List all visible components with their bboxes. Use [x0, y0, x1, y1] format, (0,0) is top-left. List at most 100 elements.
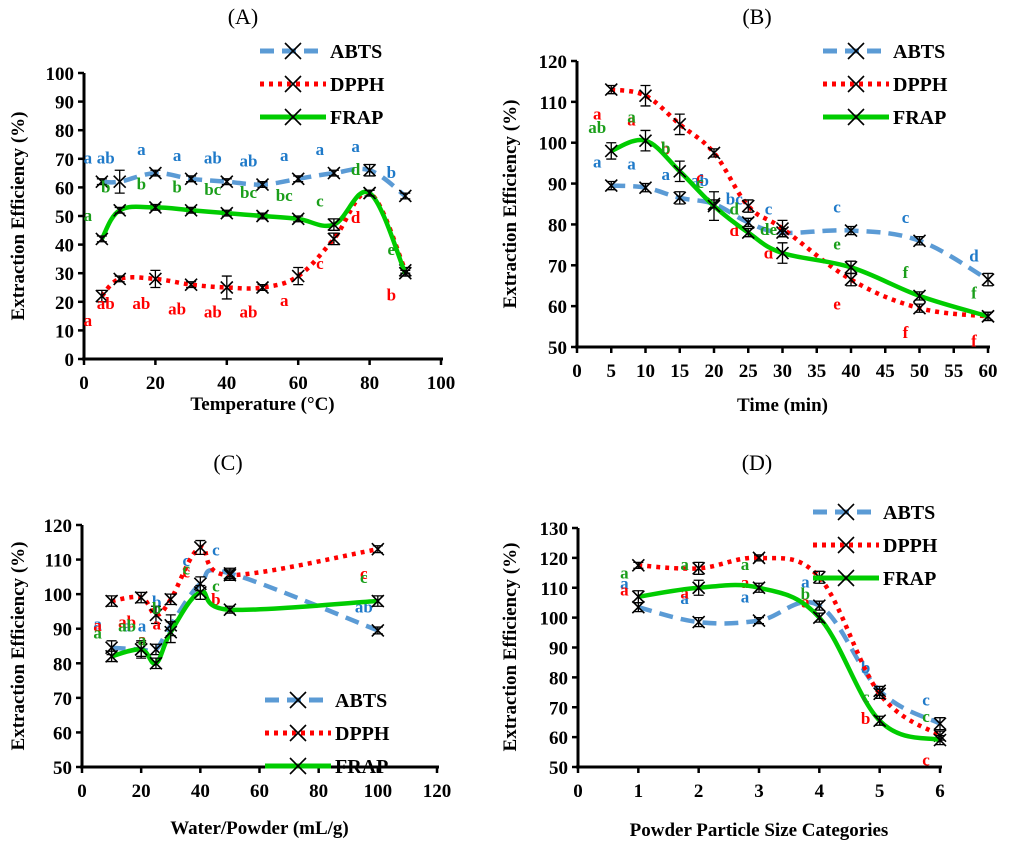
y-tick-label: 120 — [540, 549, 569, 570]
data-point-marker — [184, 172, 198, 186]
significance-letter: bc — [276, 186, 293, 205]
data-point-marker — [638, 134, 653, 148]
y-tick-label: 80 — [53, 654, 72, 675]
data-point-marker — [692, 561, 706, 575]
y-tick-label: 50 — [53, 758, 72, 779]
data-point-marker — [812, 599, 826, 613]
data-point-marker — [164, 625, 178, 639]
data-point-marker — [873, 714, 887, 728]
legend-label-dpph: DPPH — [893, 74, 948, 96]
legend: ABTS DPPH FRAP — [813, 502, 938, 590]
significance-letter: a — [84, 311, 93, 330]
significance-letter: d — [730, 200, 740, 219]
significance-letter: f — [971, 331, 977, 350]
series-frap: ab b b bc bc bc cde — [84, 160, 412, 280]
x-tick-label: 2 — [694, 781, 704, 802]
data-point-marker — [223, 568, 237, 582]
legend-label-abts: ABTS — [335, 690, 387, 712]
data-point-marker — [707, 146, 721, 160]
y-tick-label: 70 — [55, 150, 74, 171]
significance-letter: ab — [118, 613, 136, 632]
data-point-marker — [148, 272, 162, 286]
significance-letter: b — [152, 592, 161, 611]
x-tick-label: 45 — [876, 361, 895, 382]
y-tick-label: 120 — [44, 516, 73, 537]
significance-letter: d — [969, 247, 979, 266]
significance-letter: c — [183, 551, 191, 570]
significance-letter: d — [730, 221, 740, 240]
significance-letter: e — [388, 240, 396, 259]
significance-letter: a — [84, 149, 93, 168]
x-axis-label: Temperature (°C) — [190, 394, 334, 415]
significance-letter: f — [971, 283, 977, 302]
significance-letter: bc — [240, 183, 257, 202]
data-point-marker — [291, 269, 305, 283]
legend-label-frap: FRAP — [335, 756, 388, 778]
data-point-marker — [604, 144, 618, 158]
line-abts — [101, 166, 407, 198]
x-tick-label: 15 — [670, 361, 689, 382]
significance-letter: ab — [118, 616, 136, 635]
significance-letter: a — [138, 616, 147, 635]
data-point-marker — [327, 166, 341, 180]
significance-letter: a — [84, 206, 93, 225]
significance-letter: a — [93, 616, 102, 635]
y-tick-label: 80 — [549, 668, 568, 689]
significance-letter: bc — [204, 180, 221, 199]
y-tick-label: 60 — [55, 178, 74, 199]
data-point-marker — [113, 203, 127, 217]
significance-letter: a — [680, 555, 689, 574]
data-point-marker — [981, 273, 995, 287]
x-axis-label: Powder Particle Size Categories — [630, 820, 889, 841]
significance-letter: a — [662, 165, 671, 184]
data-point-marker — [673, 117, 687, 131]
data-point-marker — [752, 614, 766, 628]
legend-label-abts: ABTS — [893, 41, 945, 63]
y-tick-label: 70 — [53, 689, 72, 710]
significance-letter: f — [903, 263, 909, 282]
x-tick-label: 0 — [573, 781, 583, 802]
significance-letter: d — [351, 208, 361, 227]
data-point-marker — [631, 590, 645, 604]
data-point-marker — [113, 175, 127, 189]
significance-letter: c — [765, 200, 773, 219]
data-point-marker — [933, 717, 947, 731]
x-tick-label: 50 — [910, 361, 929, 382]
significance-letter: ab — [204, 303, 222, 322]
data-point-marker — [371, 542, 385, 556]
significance-letter: ab — [97, 294, 115, 313]
x-tick-label: 30 — [773, 361, 792, 382]
data-point-marker — [95, 232, 109, 246]
data-point-marker — [741, 199, 755, 213]
data-point-marker — [912, 301, 927, 315]
data-point-marker — [752, 581, 766, 595]
y-tick-label: 110 — [541, 579, 568, 600]
y-tick-label: 80 — [55, 121, 74, 142]
x-tick-label: 80 — [360, 373, 379, 394]
y-tick-label: 90 — [549, 639, 568, 660]
data-point-marker — [371, 623, 385, 638]
significance-letter: c — [183, 559, 191, 578]
significance-letter: a — [741, 555, 750, 574]
y-tick-label: 90 — [55, 93, 74, 114]
y-tick-label: 40 — [55, 236, 74, 257]
significance-letter: c — [862, 688, 870, 707]
data-point-marker — [134, 591, 148, 605]
y-tick-label: 100 — [540, 609, 569, 630]
significance-letter: c — [902, 208, 910, 227]
x-tick-label: 40 — [217, 373, 236, 394]
data-point-marker — [149, 656, 163, 670]
significance-letter: ab — [588, 118, 606, 137]
significance-letter: c — [922, 751, 930, 770]
y-tick-label: 50 — [549, 758, 568, 779]
significance-letter: b — [211, 590, 220, 609]
x-tick-label: 55 — [944, 361, 963, 382]
data-point-marker — [149, 608, 163, 622]
panel-a: (A) 0 10 20 30 40 50 60 70 80 90 100 0 20 40 60 80 100 Tem… — [8, 4, 455, 415]
data-point-marker — [741, 215, 755, 229]
significance-letter: e — [833, 295, 841, 314]
data-point-marker — [604, 83, 618, 97]
